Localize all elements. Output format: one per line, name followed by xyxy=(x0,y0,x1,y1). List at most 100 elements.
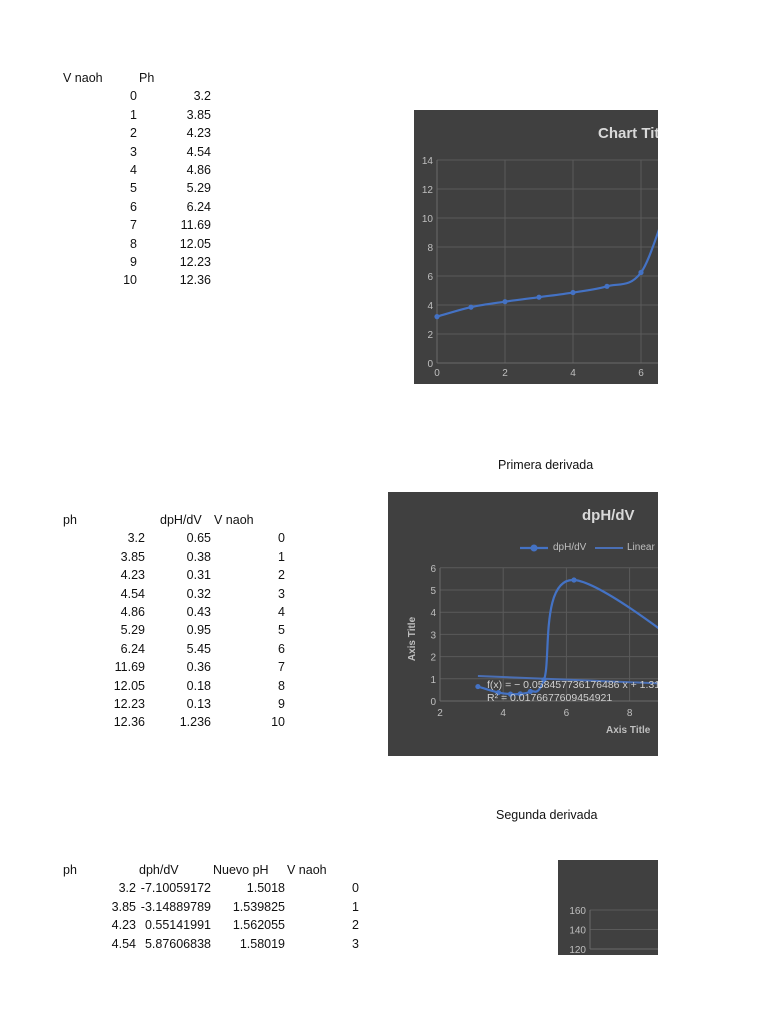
column-header: V naoh xyxy=(214,513,254,527)
data-point[interactable] xyxy=(536,294,542,300)
table-cell: 0.36 xyxy=(186,660,211,675)
y-tick-label: 2 xyxy=(430,653,436,664)
table-cell: 12.36 xyxy=(179,273,211,288)
y-tick-label: 3 xyxy=(430,630,436,641)
x-tick-label: 0 xyxy=(434,368,440,379)
primera-derivada-label: Primera derivada xyxy=(498,458,594,472)
table-cell: 3.2 xyxy=(127,531,145,546)
data-point[interactable] xyxy=(570,289,576,296)
table-cell: 10 xyxy=(123,273,137,288)
y-tick-label: 6 xyxy=(427,272,433,283)
table-cell: 9 xyxy=(130,255,137,269)
column-header: dpH/dV xyxy=(160,513,202,527)
series-line xyxy=(436,229,658,318)
table-cell: 0.65 xyxy=(186,531,211,546)
table-cell: 4.54 xyxy=(120,586,145,601)
table-cell: -7.10059172 xyxy=(140,881,211,896)
table-cell: 5.29 xyxy=(120,623,145,638)
y-axis-title: Axis Title xyxy=(407,616,418,662)
column-header: V naoh xyxy=(287,863,327,877)
table-cell: 3.85 xyxy=(120,549,145,564)
second-derivative-plot: 120 140 160 xyxy=(569,906,658,955)
data-point[interactable] xyxy=(495,689,502,696)
x-tick-label: 2 xyxy=(437,708,443,719)
table-cell: 8 xyxy=(130,236,137,251)
table-cell: 0.32 xyxy=(186,586,211,601)
table-cell: 5 xyxy=(130,181,137,196)
table-cell: 1.58019 xyxy=(239,936,285,951)
table-cell: 4.23 xyxy=(111,918,136,933)
table-cell: 3 xyxy=(352,936,359,951)
y-tick-label: 12 xyxy=(422,185,434,196)
trendline xyxy=(477,674,658,685)
data-point[interactable] xyxy=(541,677,547,683)
y-tick-label: 0 xyxy=(427,359,433,370)
table-cell: 0.31 xyxy=(186,568,211,583)
y-tick-label: 6 xyxy=(430,564,436,575)
legend-trend-label: Linear xyxy=(627,542,655,553)
table-cell: 6.24 xyxy=(120,641,145,656)
table-cell: 4.54 xyxy=(111,936,136,951)
table-cell: 3.2 xyxy=(118,881,136,896)
x-tick-label: 4 xyxy=(500,708,506,719)
column-header: Ph xyxy=(139,71,155,85)
table-cell: 1.5018 xyxy=(246,881,285,896)
table-cell: 1 xyxy=(352,899,359,914)
column-header: ph xyxy=(63,513,77,527)
table-cell: 1.539825 xyxy=(232,899,285,914)
ph-curve-chart[interactable]: 0 2 4 6 8 10 12 14 0 2 4 6 Chart Title xyxy=(414,110,658,384)
y-tick-label: 4 xyxy=(430,608,436,619)
table-cell: 0.13 xyxy=(186,697,211,711)
x-tick-label: 4 xyxy=(570,368,576,379)
table-cell: 0.95 xyxy=(186,623,211,638)
data-point[interactable] xyxy=(638,269,644,276)
table-cell: 5.29 xyxy=(186,181,211,196)
data-point[interactable] xyxy=(507,691,514,697)
table-cell: 1 xyxy=(130,107,137,122)
table-cell: 4 xyxy=(278,605,285,619)
table-cell: 0.55141991 xyxy=(144,918,211,933)
table-cell: 11.69 xyxy=(180,218,211,233)
table-cell: 6.24 xyxy=(186,199,211,214)
y-tick-label: 4 xyxy=(427,301,433,312)
y-tick-label: 1 xyxy=(430,675,436,686)
table-cell: 3.2 xyxy=(193,89,211,104)
table-cell: 5 xyxy=(278,623,285,638)
table-cell: 5.87606838 xyxy=(144,936,211,951)
data-point[interactable] xyxy=(475,683,481,690)
table-cell: 7 xyxy=(130,218,137,233)
table-cell: 4 xyxy=(130,163,137,177)
table-cell: 6 xyxy=(278,641,285,656)
y-tick-label: 140 xyxy=(569,926,586,937)
legend-marker-icon xyxy=(530,544,538,552)
data-point[interactable] xyxy=(527,688,533,695)
table-cell: 12.23 xyxy=(179,255,211,269)
y-tick-label: 14 xyxy=(422,156,434,167)
data-point[interactable] xyxy=(517,691,523,697)
table-cell: 3 xyxy=(278,586,285,601)
x-tick-label: 2 xyxy=(502,368,508,379)
y-tick-label: 8 xyxy=(427,243,433,254)
table-cell: 12.05 xyxy=(113,678,145,693)
first-derivative-chart[interactable]: 0 1 2 3 4 5 6 2 4 6 8 dpH/dV dpH/dV Linear f(x) = … xyxy=(388,492,658,756)
chart-title: dpH/dV xyxy=(582,507,635,524)
y-tick-label: 120 xyxy=(569,945,586,955)
data-point[interactable] xyxy=(502,299,508,305)
x-tick-label: 6 xyxy=(638,368,644,379)
table-cell: -3.14889789 xyxy=(140,899,211,914)
column-header: V naoh xyxy=(63,71,103,85)
table-cell: 12.23 xyxy=(113,697,145,711)
ph-curve-plot: 0 2 4 6 8 10 12 14 0 2 4 6 xyxy=(422,156,658,379)
data-point[interactable] xyxy=(468,304,474,310)
table-cell: 9 xyxy=(278,697,285,711)
data-point[interactable] xyxy=(604,283,610,289)
data-point[interactable] xyxy=(434,314,440,320)
table-cell: 4.23 xyxy=(120,568,145,583)
y-tick-label: 2 xyxy=(427,330,433,341)
table-cell: 3.85 xyxy=(111,899,136,914)
table-cell: 1 xyxy=(278,549,285,564)
y-tick-label: 10 xyxy=(422,214,434,225)
second-derivative-chart[interactable]: 120 140 160 xyxy=(558,860,658,955)
table-cell: 3.85 xyxy=(186,107,211,122)
data-point[interactable] xyxy=(571,577,577,583)
